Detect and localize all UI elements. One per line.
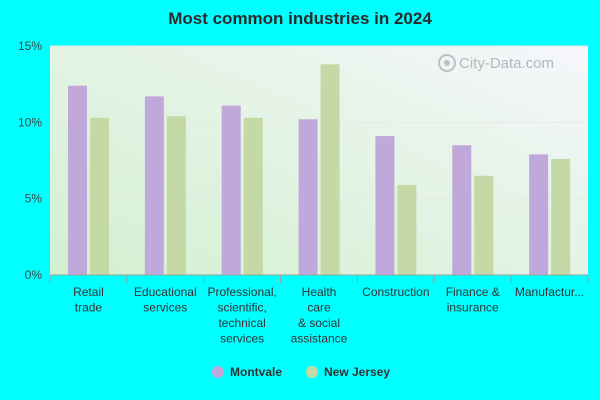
watermark-logo-icon bbox=[438, 54, 456, 72]
bar-montvale bbox=[68, 85, 87, 276]
bar-new-jersey bbox=[474, 175, 494, 275]
category-labels: Retail trade Educational services Profession… bbox=[73, 285, 584, 346]
legend: Montvale New Jersey bbox=[212, 365, 390, 379]
grid-lines bbox=[50, 45, 588, 200]
category-label: Health care & social assistance bbox=[291, 285, 348, 346]
bar-new-jersey bbox=[243, 117, 263, 276]
bar-montvale bbox=[221, 105, 241, 275]
legend-label: New Jersey bbox=[324, 365, 390, 379]
bar-new-jersey bbox=[320, 64, 340, 275]
bar-new-jersey bbox=[90, 117, 109, 276]
bar-montvale bbox=[298, 119, 318, 275]
category-label: Educational services bbox=[134, 285, 197, 315]
category-label: Manufactur... bbox=[515, 285, 584, 299]
y-tick-label: 15% bbox=[18, 39, 42, 53]
bars bbox=[68, 64, 571, 276]
category-label: Finance & insurance bbox=[446, 285, 500, 315]
watermark-logo-dot bbox=[444, 60, 450, 66]
category-label: Construction bbox=[362, 285, 429, 299]
bar-new-jersey bbox=[166, 116, 186, 275]
bar-montvale bbox=[452, 145, 472, 275]
legend-swatch bbox=[306, 366, 318, 378]
chart-title: Most common industries in 2024 bbox=[168, 9, 432, 28]
bar-montvale bbox=[375, 136, 395, 275]
bar-montvale bbox=[144, 96, 164, 275]
legend-label: Montvale bbox=[230, 365, 282, 379]
y-axis: 0% 5% 10% 15% bbox=[18, 39, 42, 282]
y-tick-label: 0% bbox=[25, 268, 43, 282]
category-label: Professional, scientific, technical service… bbox=[207, 285, 276, 346]
watermark-text: City-Data.com bbox=[459, 55, 554, 72]
y-tick-label: 5% bbox=[25, 192, 43, 206]
watermark: City-Data.com bbox=[438, 54, 554, 72]
plot-area bbox=[50, 46, 588, 275]
x-axis bbox=[49, 274, 589, 283]
category-label: Retail trade bbox=[73, 285, 104, 315]
bar-montvale bbox=[529, 154, 549, 275]
legend-swatch bbox=[212, 366, 224, 378]
bar-new-jersey bbox=[551, 158, 571, 275]
bar-new-jersey bbox=[397, 184, 417, 275]
y-tick-label: 10% bbox=[18, 115, 42, 129]
